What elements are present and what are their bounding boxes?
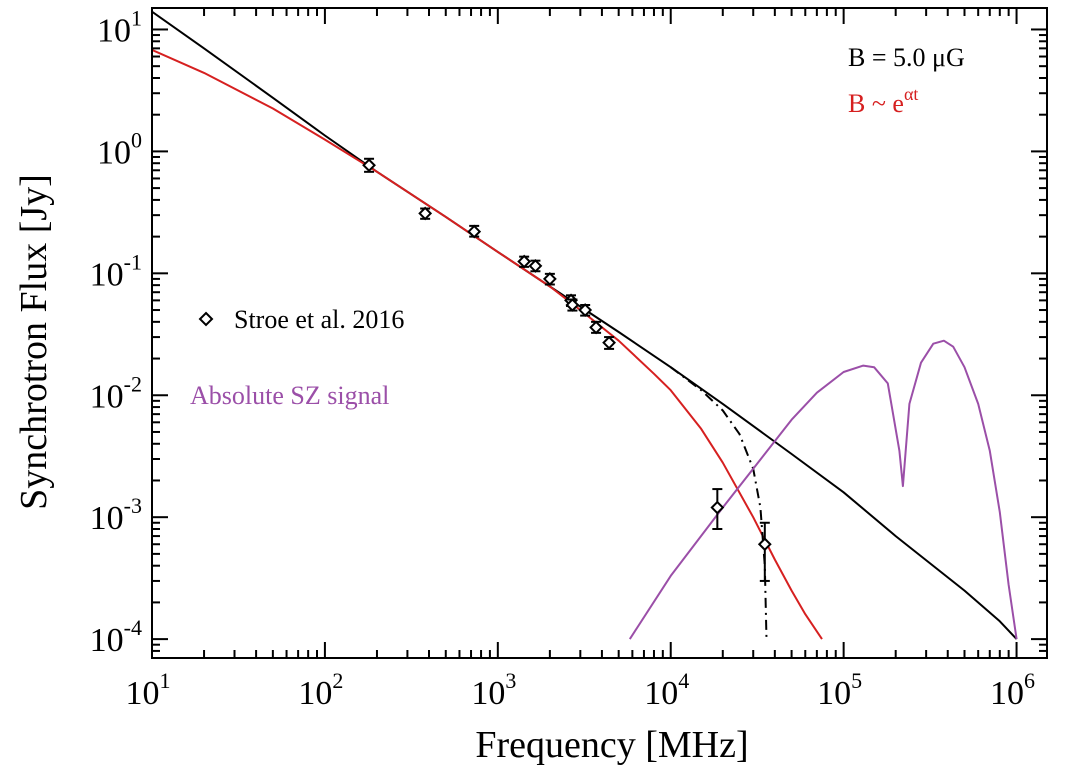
diamond-marker <box>565 298 580 312</box>
axis-ticks <box>151 8 1047 659</box>
legend-diamond-marker <box>198 311 214 327</box>
x-tick-label: 105 <box>817 668 862 712</box>
b-growth-base: B ~ e <box>848 89 904 118</box>
x-tick-label: 106 <box>990 668 1035 712</box>
tick-labels: 101 102 103 104 105 106 101 100 10-1 10-2 10-3 10-4 <box>90 5 1035 712</box>
diamond-marker <box>528 259 543 273</box>
data-point <box>757 521 772 582</box>
series-line-1 <box>152 10 1018 640</box>
y-tick-label: 10-4 <box>90 615 142 659</box>
chart-points <box>362 157 772 582</box>
data-point <box>362 157 376 173</box>
plot-frame <box>151 7 1048 659</box>
y-tick-label: 101 <box>97 5 142 49</box>
data-point <box>517 254 532 269</box>
data-point <box>528 259 543 273</box>
series-line-4 <box>628 339 1018 640</box>
diamond-marker <box>362 158 376 173</box>
b-growth-exponent: αt <box>904 84 918 104</box>
diamond-marker <box>517 254 532 269</box>
x-tick-label: 103 <box>471 668 516 712</box>
data-point <box>578 303 593 317</box>
diamond-marker <box>710 500 725 515</box>
diamond-marker <box>602 335 616 350</box>
y-tick-label: 10-2 <box>90 371 142 415</box>
diamond-marker <box>418 206 433 221</box>
data-point <box>565 298 580 312</box>
b-growth-label: B ~ eαt <box>848 84 918 118</box>
data-point <box>418 206 433 221</box>
diamond-marker <box>589 320 603 335</box>
b-field-label: B = 5.0 μG <box>848 43 965 72</box>
sz-signal-label: Absolute SZ signal <box>190 381 389 410</box>
legend-label-stroe: Stroe et al. 2016 <box>234 305 404 334</box>
x-tick-label: 104 <box>644 668 689 712</box>
y-tick-label: 10-1 <box>90 249 142 293</box>
diamond-marker <box>467 224 482 239</box>
data-point <box>710 488 725 531</box>
x-tick-label: 102 <box>298 668 343 712</box>
y-tick-label: 10-3 <box>90 493 142 537</box>
diamond-marker <box>578 303 593 317</box>
data-point <box>542 271 557 286</box>
data-point <box>589 320 603 335</box>
data-point <box>602 335 616 350</box>
x-tick-label: 101 <box>126 668 171 712</box>
data-point <box>467 224 482 239</box>
y-axis-title: Synchrotron Flux [Jy] <box>13 174 55 510</box>
series-line-2 <box>152 48 823 640</box>
legend: Stroe et al. 2016 <box>198 305 404 334</box>
plot-border <box>151 7 1048 659</box>
x-axis-title: Frequency [MHz] <box>475 724 748 766</box>
diamond-marker <box>542 271 557 286</box>
diamond-marker <box>757 537 772 552</box>
y-tick-label: 100 <box>97 127 142 171</box>
